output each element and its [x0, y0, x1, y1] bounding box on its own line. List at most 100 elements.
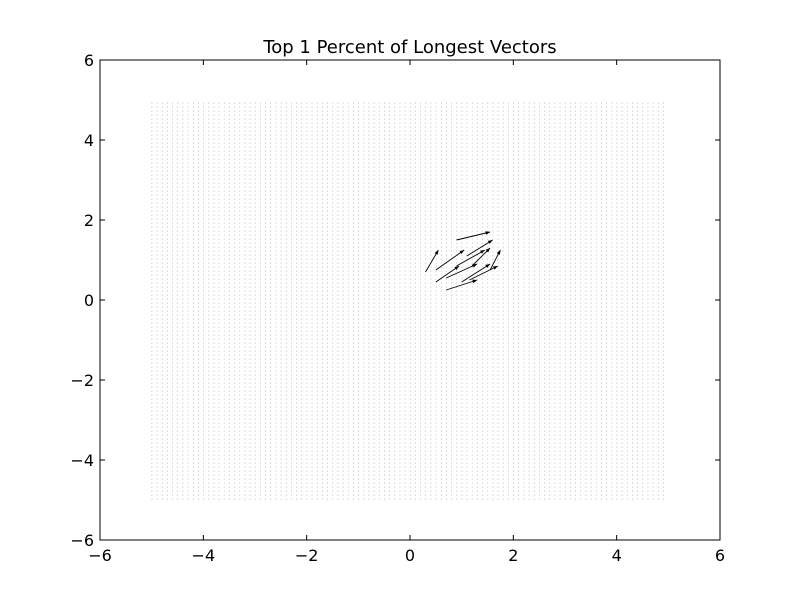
background-vector	[192, 158, 194, 161]
background-vector	[290, 198, 292, 201]
background-vector	[223, 290, 225, 293]
background-vector	[239, 346, 241, 349]
background-vector	[249, 306, 251, 309]
background-vector	[332, 310, 334, 313]
background-vector	[342, 178, 344, 181]
background-vector	[306, 470, 308, 473]
background-vector	[399, 426, 401, 429]
background-vector	[223, 154, 225, 157]
background-vector	[280, 454, 282, 457]
background-vector	[275, 218, 277, 221]
background-vector	[316, 134, 318, 137]
background-vector	[316, 250, 318, 253]
background-vector	[151, 438, 153, 441]
background-vector	[161, 402, 163, 405]
background-vector	[368, 242, 370, 245]
background-vector	[363, 402, 365, 405]
background-vector	[254, 186, 256, 189]
background-vector	[358, 154, 360, 157]
background-vector	[347, 190, 349, 193]
background-vector	[249, 122, 251, 125]
background-vector	[156, 494, 158, 497]
background-vector	[197, 494, 199, 497]
background-vector	[316, 374, 318, 377]
background-vector	[151, 494, 153, 497]
background-vector	[383, 450, 385, 453]
background-vector	[280, 178, 282, 181]
background-vector	[290, 446, 292, 449]
background-vector	[363, 246, 365, 249]
background-vector	[156, 322, 158, 325]
background-vector	[394, 282, 396, 285]
background-vector	[234, 262, 236, 265]
background-vector	[197, 334, 199, 337]
background-vector	[244, 270, 246, 273]
background-vector	[172, 358, 174, 361]
background-vector	[208, 486, 210, 489]
background-vector	[280, 322, 282, 325]
background-vector	[321, 194, 323, 197]
background-vector	[342, 226, 344, 229]
background-vector	[234, 298, 236, 301]
background-vector	[239, 246, 241, 249]
background-vector	[265, 478, 267, 481]
background-vector	[239, 398, 241, 401]
background-vector	[404, 370, 406, 373]
background-vector	[254, 470, 256, 473]
background-vector	[249, 354, 251, 357]
background-vector	[368, 342, 370, 345]
background-vector	[208, 466, 210, 469]
background-vector	[270, 270, 272, 273]
background-vector	[296, 270, 298, 273]
background-vector	[182, 258, 184, 261]
background-vector	[332, 282, 334, 285]
background-vector	[311, 426, 313, 429]
background-vector	[394, 310, 396, 313]
background-vector	[239, 242, 241, 245]
background-vector	[234, 318, 236, 321]
background-vector	[321, 158, 323, 161]
background-vector	[394, 350, 396, 353]
background-vector	[208, 322, 210, 325]
background-vector	[259, 434, 261, 437]
background-vector	[234, 358, 236, 361]
background-vector	[347, 366, 349, 369]
background-vector	[239, 110, 241, 113]
background-vector	[347, 234, 349, 237]
background-vector	[306, 306, 308, 309]
background-vector	[270, 462, 272, 465]
background-vector	[161, 318, 163, 321]
background-vector	[156, 170, 158, 173]
background-vector	[347, 330, 349, 333]
background-vector	[285, 178, 287, 181]
background-vector	[327, 250, 329, 253]
background-vector	[285, 350, 287, 353]
background-vector	[218, 410, 220, 413]
background-vector	[373, 334, 375, 337]
background-vector	[223, 394, 225, 397]
background-vector	[197, 426, 199, 429]
background-vector	[383, 474, 385, 477]
background-vector	[404, 270, 406, 273]
background-vector	[187, 174, 189, 177]
background-vector	[301, 286, 303, 289]
background-vector	[352, 158, 354, 161]
background-vector	[249, 390, 251, 393]
background-vector	[280, 158, 282, 161]
background-vector	[389, 310, 391, 313]
background-vector	[208, 418, 210, 421]
background-vector	[249, 342, 251, 345]
background-vector	[296, 190, 298, 193]
background-vector	[218, 382, 220, 385]
background-vector	[316, 190, 318, 193]
background-vector	[223, 490, 225, 493]
background-vector	[239, 122, 241, 125]
background-vector	[161, 230, 163, 233]
background-vector	[285, 302, 287, 305]
background-vector	[234, 370, 236, 373]
background-vector	[166, 138, 168, 141]
background-vector	[223, 294, 225, 297]
background-vector	[306, 330, 308, 333]
background-vector	[249, 230, 251, 233]
background-vector	[358, 294, 360, 297]
